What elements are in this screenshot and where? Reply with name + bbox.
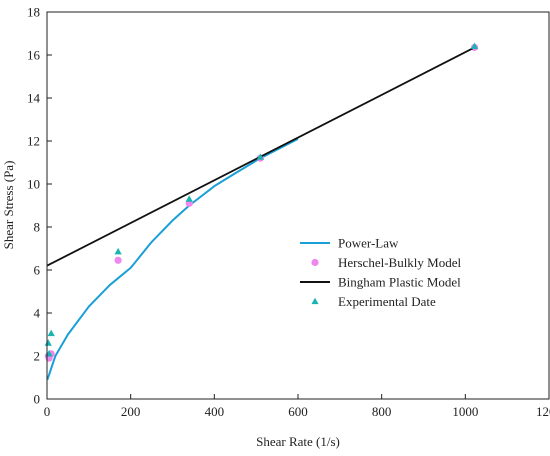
data-point [114, 247, 122, 255]
legend-swatch [311, 258, 319, 267]
legend-label: Bingham Plastic Model [338, 275, 461, 290]
x-tick-label: 200 [121, 404, 141, 419]
legend-item: Power-Law [300, 236, 399, 251]
y-tick-label: 4 [34, 306, 41, 321]
series-line [46, 137, 299, 380]
y-axis-title: Shear Stress (Pa) [1, 161, 16, 250]
series-layer [44, 42, 479, 380]
legend-label: Herschel-Bulkly Model [338, 255, 462, 270]
y-tick-label: 2 [34, 349, 41, 364]
x-tick-label: 1200 [536, 404, 550, 419]
x-tick-label: 1000 [452, 404, 478, 419]
data-point [44, 339, 52, 346]
legend-label: Power-Law [338, 236, 399, 251]
legend-item: Herschel-Bulkly Model [311, 255, 462, 270]
x-tick-label: 600 [288, 404, 308, 419]
y-tick-label: 16 [27, 48, 41, 63]
x-tick-label: 400 [205, 404, 225, 419]
legend-item: Bingham Plastic Model [300, 275, 461, 290]
data-point [47, 329, 55, 337]
x-tick-label: 0 [44, 404, 51, 419]
data-point [185, 195, 193, 202]
y-tick-label: 10 [27, 177, 40, 192]
data-point [256, 153, 264, 160]
y-tick-label: 6 [34, 263, 41, 278]
series-1 [44, 43, 479, 362]
y-tick-label: 18 [27, 5, 40, 20]
y-tick-label: 14 [27, 91, 41, 106]
x-tick-label: 800 [372, 404, 392, 419]
legend: Power-Law Herschel-Bulkly Model Bingham Pl… [300, 236, 462, 309]
series-3 [44, 42, 479, 357]
plot-frame [46, 11, 550, 400]
legend-swatch [311, 297, 319, 305]
data-point [470, 42, 479, 50]
legend-label: Experimental Date [338, 294, 436, 309]
y-tick-label: 12 [27, 134, 40, 149]
tick-layer: 0 200 400 600 800 1000 1200 0 2 4 6 8 10 12 14 16 18 [27, 5, 550, 420]
legend-item: Experimental Date [311, 294, 436, 309]
data-point [114, 256, 122, 264]
y-tick-label: 0 [34, 392, 41, 407]
series-0 [46, 137, 299, 380]
y-tick-label: 8 [34, 220, 41, 235]
x-axis-title: Shear Rate (1/s) [256, 434, 340, 449]
